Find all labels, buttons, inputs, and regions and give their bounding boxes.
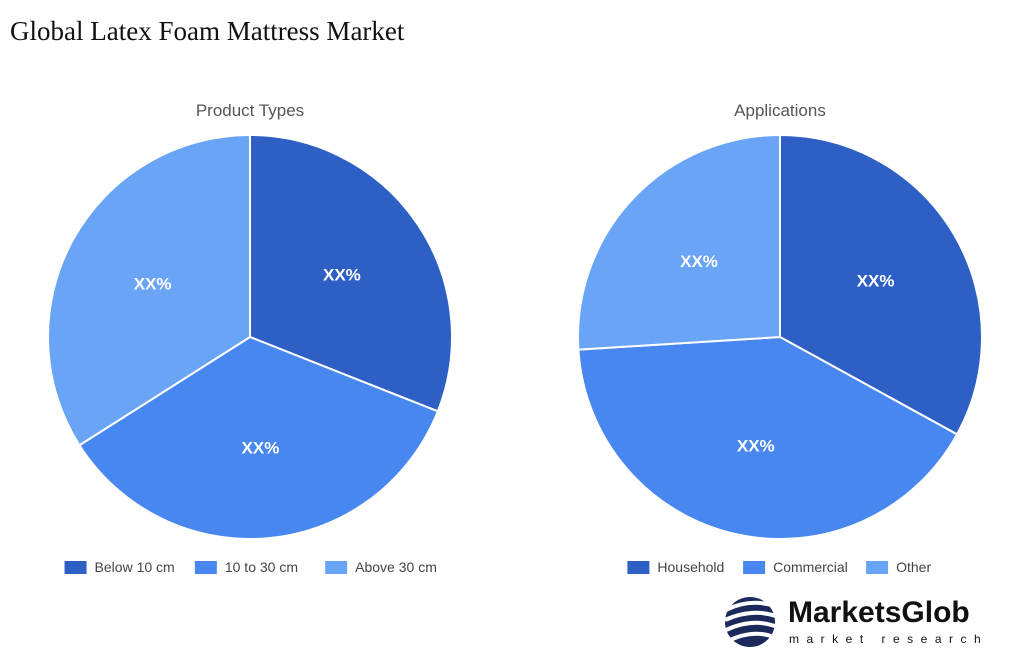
legend-label: Other [896, 559, 931, 575]
legend-swatch [866, 561, 889, 574]
legend-label: Household [657, 559, 724, 575]
pie-slice [577, 335, 959, 540]
logo-tagline: market research [789, 632, 988, 646]
slice-label: XX% [323, 266, 361, 285]
pie-slice [779, 133, 983, 436]
logo: MarketsGlob market research [724, 596, 988, 647]
page-title: Global Latex Foam Mattress Market [10, 16, 405, 46]
legend-swatch [325, 561, 348, 574]
pie-slice [47, 133, 251, 447]
pie-slice [577, 133, 781, 351]
legend-swatch [64, 561, 87, 574]
slice-label: XX% [242, 439, 280, 458]
legend-label: 10 to 30 cm [225, 559, 298, 575]
pie-slice [78, 335, 440, 540]
pie-chart: Product Types XX% XX% XX% Below 10 cm 10 to 3… [47, 101, 453, 575]
legend-swatch [743, 561, 766, 574]
slice-label: XX% [857, 271, 895, 290]
chart-title: Product Types [196, 101, 304, 120]
legend-label: Commercial [773, 559, 848, 575]
logo-icon [724, 597, 777, 647]
slice-label: XX% [737, 436, 775, 455]
legend-swatch [194, 561, 217, 574]
slice-label: XX% [680, 252, 718, 271]
chart-title: Applications [734, 101, 826, 120]
legend-label: Above 30 cm [355, 559, 437, 575]
legend-label: Below 10 cm [95, 559, 175, 575]
slice-label: XX% [134, 274, 172, 293]
logo-name: MarketsGlob [788, 596, 970, 629]
legend-swatch [627, 561, 650, 574]
pie-chart: Applications XX% XX% XX% Household Commercial… [577, 101, 983, 575]
pie-slice [249, 133, 453, 413]
